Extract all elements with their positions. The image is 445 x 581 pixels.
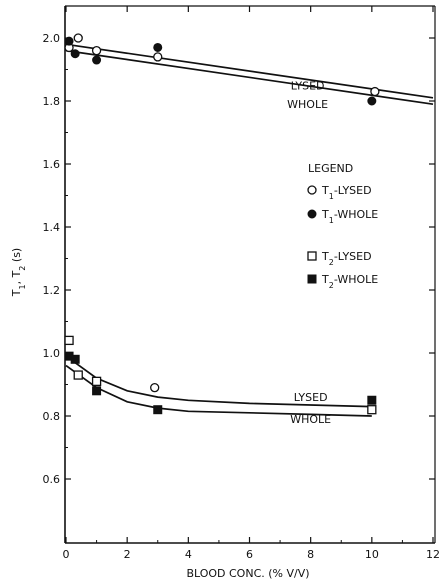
point-t1-whole xyxy=(70,49,80,59)
legend-marker xyxy=(307,251,317,261)
point-t2-lysed xyxy=(64,335,74,346)
y-tick-label: 1.8 xyxy=(43,95,61,108)
curve-label-whole: WHOLE xyxy=(290,413,331,426)
data-points xyxy=(64,33,380,415)
x-axis-label: BLOOD CONC. (% V/V) xyxy=(186,567,309,580)
point-t2-lysed xyxy=(150,382,160,393)
curve-label-lysed: LYSED xyxy=(291,79,325,92)
fit-curve-whole xyxy=(65,364,372,417)
x-tick-label: 0 xyxy=(63,548,70,561)
legend-marker xyxy=(307,185,317,195)
curve-labels: LYSED WHOLE LYSED WHOLE xyxy=(287,79,331,426)
point-t1-lysed xyxy=(153,52,163,62)
point-t1-lysed xyxy=(73,33,83,43)
legend-marker xyxy=(307,274,317,284)
y-tick-label: 2.0 xyxy=(43,32,61,45)
point-t1-lysed xyxy=(370,86,380,97)
x-tick-label: 12 xyxy=(426,548,440,561)
legend-entry-label: T1-LYSED xyxy=(321,184,372,201)
y-tick-label: 0.6 xyxy=(43,473,61,486)
y-tick-label: 1.6 xyxy=(43,158,61,171)
y-tick-label: 1.0 xyxy=(43,347,61,360)
axis-ticks xyxy=(65,6,435,543)
point-t1-lysed xyxy=(91,45,102,56)
y-tick-label: 1.2 xyxy=(43,284,61,297)
point-t2-lysed xyxy=(73,370,83,380)
x-tick-label: 8 xyxy=(307,548,314,561)
curve-label-lysed: LYSED xyxy=(294,391,328,404)
point-t1-whole xyxy=(64,36,74,46)
x-tick-label: 10 xyxy=(365,548,379,561)
point-t1-whole xyxy=(92,55,102,65)
legend-marker xyxy=(307,209,317,219)
point-t2-whole xyxy=(70,354,80,364)
point-t1-whole xyxy=(367,96,377,106)
fit-curve-whole xyxy=(65,49,434,106)
curve-label-whole: WHOLE xyxy=(287,98,328,111)
point-t2-lysed xyxy=(91,376,102,387)
point-t1-whole xyxy=(153,42,163,52)
legend-entry-label: T2-WHOLE xyxy=(321,273,378,290)
tick-labels: 0 2 4 6 8 10 12 0.6 0.8 1.0 1.2 1.4 1.6 1.8 2.0 xyxy=(43,32,441,561)
point-t2-lysed xyxy=(367,405,377,415)
plot-frame xyxy=(64,5,436,544)
legend-entry-label: T1-WHOLE xyxy=(321,208,378,225)
legend-entry-label: T2-LYSED xyxy=(321,250,372,267)
y-tick-label: 0.8 xyxy=(43,410,61,423)
x-tick-label: 6 xyxy=(246,548,253,561)
y-tick-label: 1.4 xyxy=(43,221,61,234)
legend: LEGEND T1-LYSED T1-WHOLE T2-LYSED T2-WHOLE xyxy=(307,162,378,290)
fit-curve-lysed xyxy=(65,355,372,408)
y-axis-label: T1, T2 (s) xyxy=(10,248,27,297)
fit-curves xyxy=(65,43,434,417)
point-t2-whole xyxy=(92,386,102,396)
x-tick-label: 2 xyxy=(124,548,131,561)
point-t2-whole xyxy=(153,405,163,415)
legend-title: LEGEND xyxy=(308,162,353,175)
point-t2-whole xyxy=(367,395,377,405)
x-tick-label: 4 xyxy=(185,548,192,561)
